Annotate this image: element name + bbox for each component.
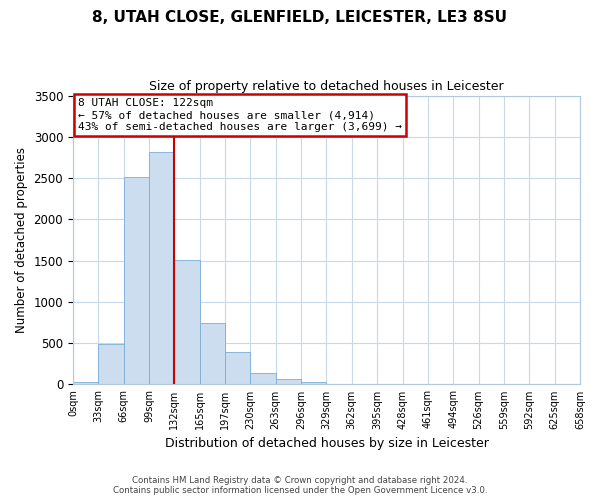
Bar xyxy=(73,382,98,384)
Text: 8 UTAH CLOSE: 122sqm
← 57% of detached houses are smaller (4,914)
43% of semi-de: 8 UTAH CLOSE: 122sqm ← 57% of detached h… xyxy=(78,98,402,132)
Bar xyxy=(225,352,250,384)
Text: Contains HM Land Registry data © Crown copyright and database right 2024.
Contai: Contains HM Land Registry data © Crown c… xyxy=(113,476,487,495)
Bar xyxy=(124,178,149,384)
Bar xyxy=(200,322,225,384)
Bar xyxy=(98,344,124,385)
Bar xyxy=(301,382,326,384)
Bar xyxy=(175,260,200,384)
Title: Size of property relative to detached houses in Leicester: Size of property relative to detached ho… xyxy=(149,80,504,93)
Y-axis label: Number of detached properties: Number of detached properties xyxy=(15,147,28,333)
Bar xyxy=(149,152,175,384)
X-axis label: Distribution of detached houses by size in Leicester: Distribution of detached houses by size … xyxy=(164,437,488,450)
Bar xyxy=(276,379,301,384)
Text: 8, UTAH CLOSE, GLENFIELD, LEICESTER, LE3 8SU: 8, UTAH CLOSE, GLENFIELD, LEICESTER, LE3… xyxy=(92,10,508,25)
Bar xyxy=(250,373,276,384)
